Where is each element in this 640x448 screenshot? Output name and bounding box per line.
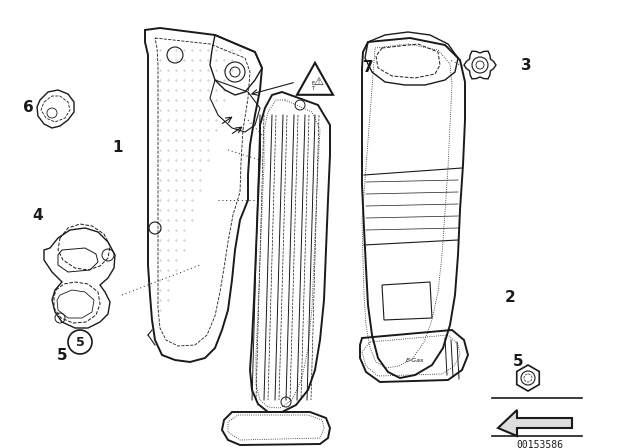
Text: 5: 5 bbox=[76, 336, 84, 349]
Text: 6: 6 bbox=[22, 100, 33, 116]
Text: 1: 1 bbox=[113, 141, 124, 155]
Text: 3: 3 bbox=[521, 57, 531, 73]
Circle shape bbox=[68, 330, 92, 354]
Text: 4: 4 bbox=[33, 207, 44, 223]
Text: 5: 5 bbox=[513, 354, 524, 370]
Text: 2: 2 bbox=[504, 290, 515, 306]
Text: 5: 5 bbox=[57, 348, 67, 362]
Polygon shape bbox=[498, 410, 572, 436]
Text: 7: 7 bbox=[363, 60, 373, 76]
Text: E
T: E T bbox=[311, 81, 315, 91]
Text: ⚠: ⚠ bbox=[313, 77, 323, 87]
Text: 00153586: 00153586 bbox=[516, 440, 563, 448]
Text: E-Gas: E-Gas bbox=[406, 358, 424, 362]
